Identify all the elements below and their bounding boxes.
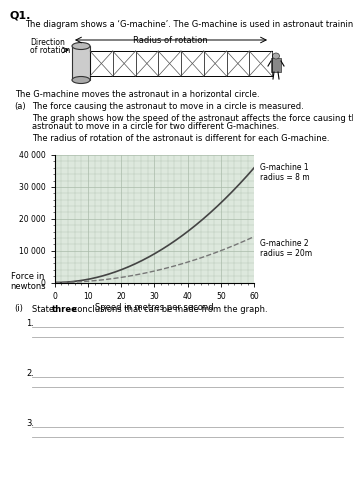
Bar [271, 58, 281, 72]
Text: Force in
newtons: Force in newtons [10, 272, 46, 291]
Text: State: State [32, 304, 57, 314]
Text: G-machine 1
radius = 8 m: G-machine 1 radius = 8 m [260, 163, 310, 182]
X-axis label: Speed in metres per second: Speed in metres per second [95, 304, 214, 312]
Text: astronaut to move in a circle for two different G-machines.: astronaut to move in a circle for two di… [32, 122, 279, 131]
Text: The G-machine moves the astronaut in a horizontal circle.: The G-machine moves the astronaut in a h… [15, 90, 259, 99]
Text: (a): (a) [14, 102, 26, 111]
Text: of rotation: of rotation [30, 46, 70, 55]
Text: The radius of rotation of the astronaut is different for each G-machine.: The radius of rotation of the astronaut … [32, 134, 329, 143]
Bar [72, 46, 90, 80]
Text: (i): (i) [14, 304, 23, 314]
Text: 3.: 3. [26, 418, 34, 428]
Text: The graph shows how the speed of the astronaut affects the force causing the: The graph shows how the speed of the ast… [32, 114, 353, 123]
Text: G-machine 2
radius = 20m: G-machine 2 radius = 20m [260, 238, 312, 258]
Text: three: three [52, 304, 78, 314]
Text: conclusions that can be made from the graph.: conclusions that can be made from the gr… [70, 304, 268, 314]
Text: 1.: 1. [26, 318, 34, 328]
Ellipse shape [72, 76, 90, 84]
Text: Q1.: Q1. [10, 10, 31, 20]
Ellipse shape [72, 42, 90, 50]
Text: The force causing the astronaut to move in a circle is measured.: The force causing the astronaut to move … [32, 102, 304, 111]
Text: Direction: Direction [30, 38, 65, 47]
Text: The diagram shows a ‘G-machine’. The G-machine is used in astronaut training.: The diagram shows a ‘G-machine’. The G-m… [25, 20, 353, 29]
Text: 2.: 2. [26, 368, 34, 378]
Ellipse shape [273, 53, 280, 59]
Text: Radius of rotation: Radius of rotation [133, 36, 207, 45]
